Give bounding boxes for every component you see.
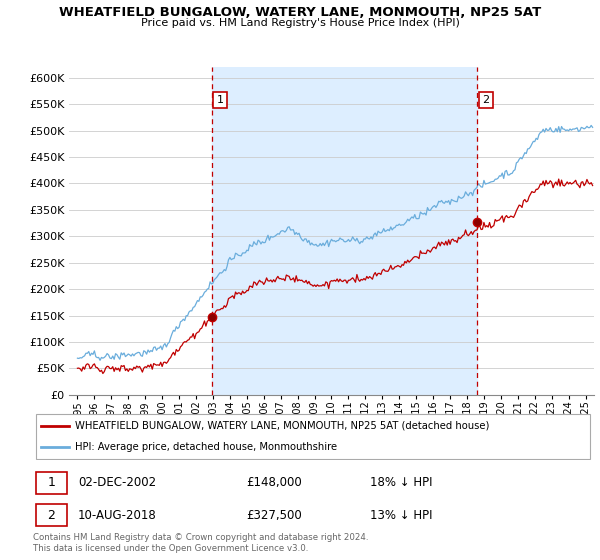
Text: WHEATFIELD BUNGALOW, WATERY LANE, MONMOUTH, NP25 5AT: WHEATFIELD BUNGALOW, WATERY LANE, MONMOU… — [59, 6, 541, 18]
FancyBboxPatch shape — [36, 504, 67, 526]
Text: £148,000: £148,000 — [246, 477, 302, 489]
FancyBboxPatch shape — [36, 472, 67, 494]
Text: 18% ↓ HPI: 18% ↓ HPI — [370, 477, 432, 489]
Bar — [212, 67, 478, 395]
Text: 2: 2 — [482, 95, 490, 105]
Text: 10-AUG-2018: 10-AUG-2018 — [78, 508, 157, 521]
Text: Price paid vs. HM Land Registry's House Price Index (HPI): Price paid vs. HM Land Registry's House … — [140, 18, 460, 28]
Text: HPI: Average price, detached house, Monmouthshire: HPI: Average price, detached house, Monm… — [75, 442, 337, 452]
Text: 2: 2 — [47, 508, 55, 521]
Text: 1: 1 — [47, 477, 55, 489]
Text: 02-DEC-2002: 02-DEC-2002 — [78, 477, 156, 489]
Text: Contains HM Land Registry data © Crown copyright and database right 2024.
This d: Contains HM Land Registry data © Crown c… — [33, 533, 368, 553]
Text: 13% ↓ HPI: 13% ↓ HPI — [370, 508, 432, 521]
FancyBboxPatch shape — [36, 414, 590, 459]
Text: 1: 1 — [217, 95, 224, 105]
Text: WHEATFIELD BUNGALOW, WATERY LANE, MONMOUTH, NP25 5AT (detached house): WHEATFIELD BUNGALOW, WATERY LANE, MONMOU… — [75, 421, 490, 431]
Text: £327,500: £327,500 — [246, 508, 302, 521]
